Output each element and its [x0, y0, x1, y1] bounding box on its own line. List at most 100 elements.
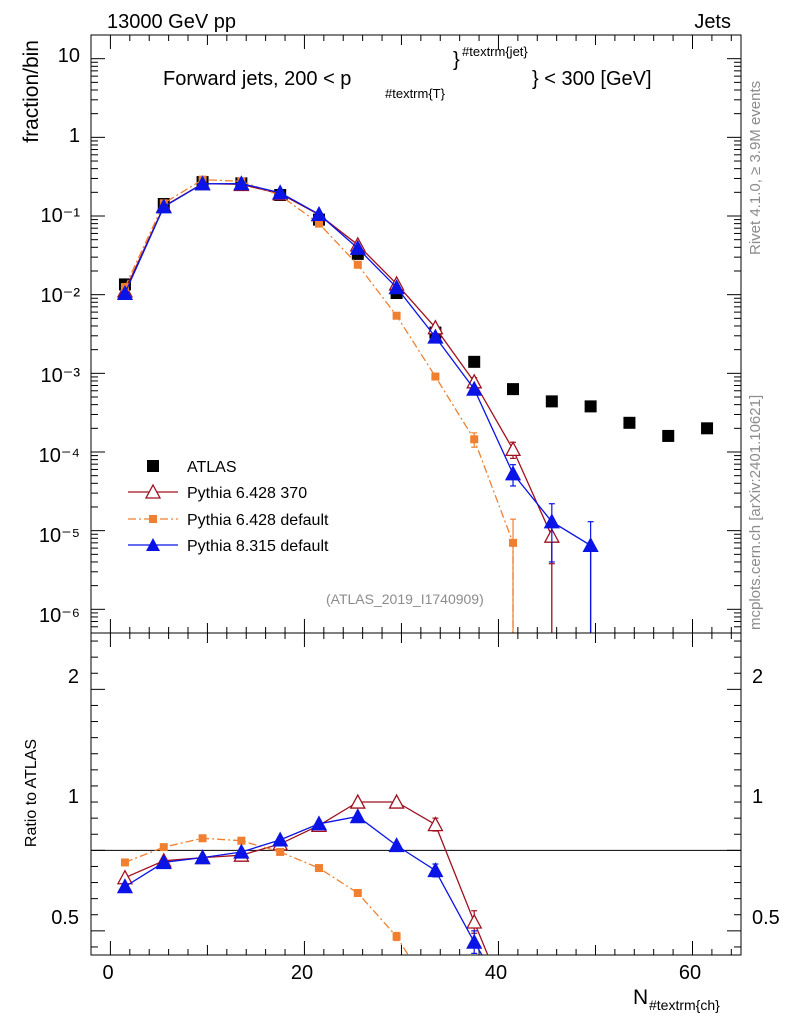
data-point-py8 — [194, 175, 211, 191]
data-point-py8 — [233, 175, 250, 191]
ratio-y-tick-label-right: 2 — [752, 666, 763, 688]
ratio-point-py6-370 — [466, 913, 483, 929]
data-point-atlas — [701, 422, 714, 435]
ratio-point-py6-default — [159, 843, 168, 852]
legend-label-py8: Pythia 8.315 default — [187, 538, 329, 555]
rivet-label: Rivet 4.1.0, ≥ 3.9M events — [747, 81, 764, 255]
main-y-axis-label: fraction/bin — [20, 40, 43, 143]
x-tick-labels: 0 20 40 60 — [102, 962, 701, 984]
y-tick-label: 10⁻⁴ — [39, 445, 80, 467]
data-point-atlas — [468, 355, 481, 368]
data-point-py8 — [272, 184, 289, 200]
title-brace: } — [453, 49, 460, 71]
data-point-py8 — [349, 239, 366, 255]
y-tick-label: 10⁻⁵ — [39, 525, 80, 547]
data-point-atlas — [623, 416, 636, 429]
ratio-point-py8 — [194, 849, 211, 865]
ratio-point-py6-default — [353, 889, 362, 898]
y-tick-label: 10⁻² — [41, 285, 81, 307]
ratio-line — [124, 837, 409, 956]
x-axis-label-sub: #textrm{ch} — [649, 997, 720, 1013]
ratio-axis-ticks — [91, 633, 741, 955]
data-point-py8 — [504, 465, 522, 481]
legend: ATLAS Pythia 6.428 370 Pythia 6.428 defa… — [128, 459, 329, 555]
ratio-y-tick-label-right: 0.5 — [752, 907, 780, 929]
data-point-atlas — [545, 395, 558, 408]
y-tick-label: 10 — [58, 45, 80, 67]
ratio-point-py6-default — [120, 858, 129, 867]
x-tick-label: 40 — [485, 962, 507, 984]
title-superscript: #textrm{jet} — [462, 44, 528, 59]
ratio-point-py6-default — [237, 836, 246, 845]
main-series — [116, 175, 714, 633]
series-line — [124, 182, 553, 633]
main-y-tick-labels: 10 1 10⁻¹ 10⁻² 10⁻³ 10⁻⁴ 10⁻⁵ 10⁻⁶ — [39, 45, 81, 627]
ratio-point-py6-370 — [427, 816, 444, 832]
y-tick-label: 10⁻³ — [41, 365, 81, 387]
legend-marker-py6-370 — [144, 483, 162, 499]
y-tick-label: 10⁻⁶ — [39, 605, 80, 627]
data-point-py8 — [543, 513, 560, 529]
data-point-py6-370 — [504, 440, 522, 457]
chart-title: Forward jets, 200 < p #textrm{T} } #text… — [163, 44, 652, 101]
title-end: } < 300 [GeV] — [532, 68, 652, 90]
legend-label-py6-default: Pythia 6.428 default — [187, 512, 329, 529]
legend-marker-py6-default — [149, 515, 157, 523]
ratio-point-py8 — [272, 831, 289, 847]
series-line — [124, 182, 592, 633]
ratio-point-py8 — [233, 843, 250, 859]
ratio-point-py6-default — [198, 834, 207, 843]
ratio-y-tick-labels: 2 1 0.5 2 1 0.5 — [51, 666, 780, 929]
ratio-point-py8 — [116, 878, 134, 894]
ratio-point-py8 — [310, 815, 328, 831]
y-tick-label: 10⁻¹ — [41, 205, 81, 227]
data-point-py6-default — [392, 311, 401, 320]
ratio-line — [124, 815, 483, 956]
series-line — [124, 178, 514, 633]
data-point-py6-default — [314, 219, 323, 228]
data-point-py8 — [116, 284, 134, 300]
x-axis-label: N #textrm{ch} — [633, 986, 720, 1013]
x-tick-label: 20 — [291, 962, 313, 984]
legend-label-atlas: ATLAS — [187, 459, 237, 476]
ratio-point-py8 — [427, 862, 444, 878]
legend-label-py6-370: Pythia 6.428 370 — [187, 485, 307, 502]
data-point-atlas — [584, 400, 597, 413]
ratio-point-py8 — [466, 933, 483, 949]
data-point-py6-default — [431, 372, 440, 381]
ratio-point-py6-370 — [388, 793, 405, 809]
ratio-point-py6-default — [276, 847, 285, 856]
data-point-py6-default — [509, 538, 518, 547]
y-tick-label: 1 — [69, 125, 80, 147]
data-point-atlas — [507, 383, 520, 396]
x-axis-label-main: N — [633, 986, 648, 1009]
ratio-point-py6-370 — [349, 793, 366, 809]
legend-marker-py8 — [146, 538, 160, 551]
title-subscript: #textrm{T} — [385, 86, 446, 101]
ratio-point-py6-default — [314, 864, 323, 873]
data-point-py6-default — [470, 435, 479, 444]
ratio-y-tick-label: 0.5 — [51, 907, 79, 929]
ratio-series — [116, 793, 489, 956]
data-point-py8 — [466, 380, 483, 396]
ratio-point-py8 — [155, 854, 172, 870]
data-point-py6-default — [353, 260, 362, 269]
ratio-point-py8 — [349, 808, 366, 824]
title-main: Forward jets, 200 < p — [163, 68, 351, 90]
ratio-y-tick-label: 1 — [68, 786, 79, 808]
ratio-y-tick-label: 2 — [68, 666, 79, 688]
data-point-py8 — [155, 198, 172, 214]
x-tick-label: 0 — [102, 962, 113, 984]
data-point-py8 — [427, 328, 444, 344]
ratio-y-axis-label: Ratio to ATLAS — [23, 739, 40, 847]
mcplots-label: mcplots.cern.ch [arXiv:2401.10621] — [747, 395, 764, 630]
main-axis-ticks — [91, 34, 741, 634]
category-label: Jets — [694, 11, 731, 33]
energy-label: 13000 GeV pp — [107, 11, 236, 33]
analysis-id: (ATLAS_2019_I1740909) — [326, 591, 484, 607]
x-tick-label: 60 — [679, 962, 701, 984]
data-point-py8 — [582, 537, 599, 553]
legend-marker-atlas — [147, 460, 159, 472]
data-point-py8 — [388, 279, 405, 295]
